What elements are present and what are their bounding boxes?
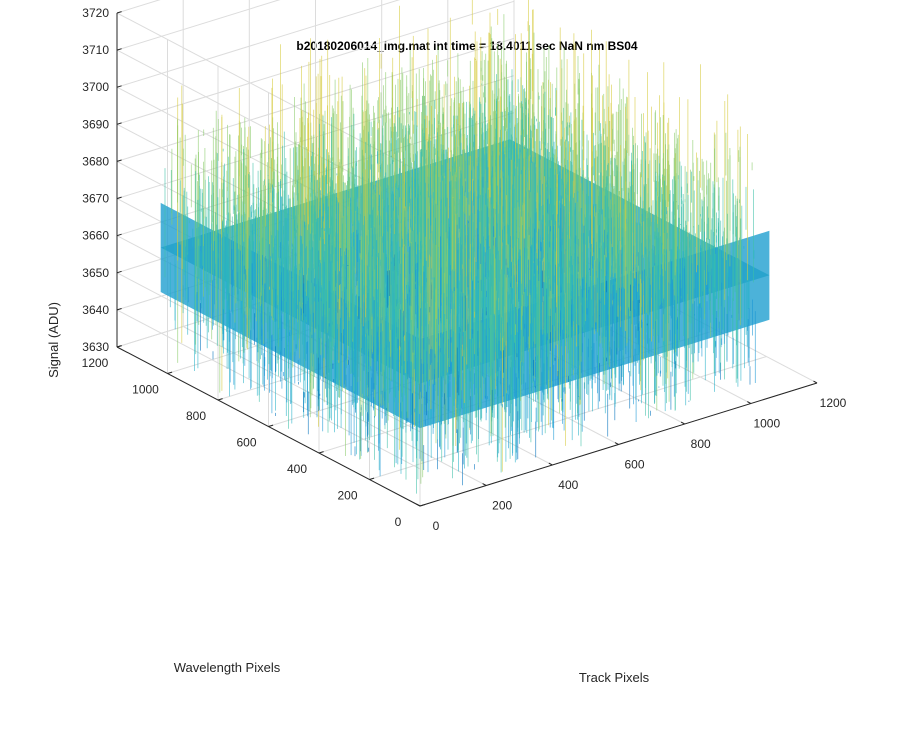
grid-line: [369, 356, 767, 480]
chart-title: b20180206014_img.mat int time = 18.4011 …: [296, 39, 638, 53]
surface-plot: [160, 0, 770, 494]
